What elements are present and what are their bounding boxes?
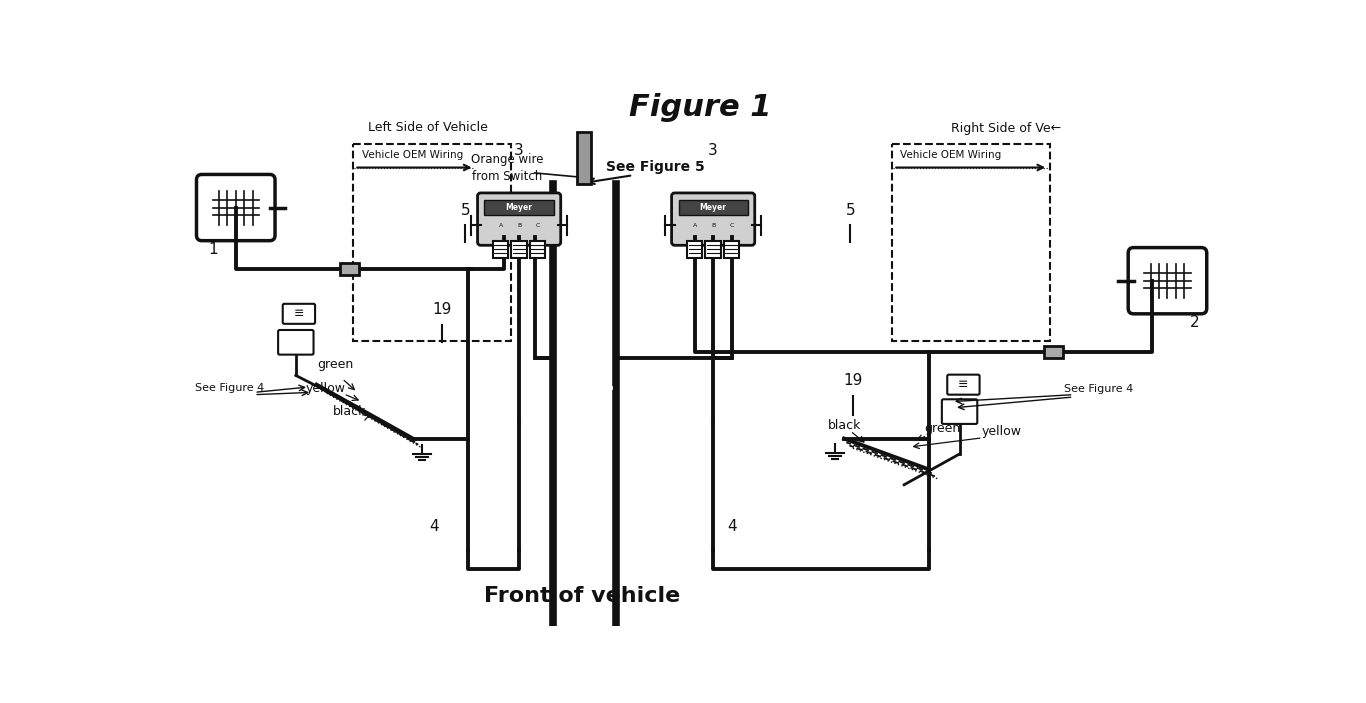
Text: Meyer: Meyer [699, 203, 727, 212]
Text: A: A [693, 223, 697, 228]
FancyBboxPatch shape [279, 330, 314, 354]
Bar [679, 200, 747, 215]
Bar [530, 240, 545, 257]
Bar [511, 240, 527, 257]
Text: 5: 5 [846, 203, 855, 218]
Text: 4: 4 [727, 519, 736, 534]
Text: 4: 4 [430, 519, 440, 534]
FancyBboxPatch shape [672, 193, 755, 245]
Text: green: green [925, 423, 960, 435]
FancyBboxPatch shape [1128, 247, 1206, 314]
Text: Vehicle OEM Wiring: Vehicle OEM Wiring [362, 150, 463, 160]
Bar [892, 144, 1049, 341]
Text: C: C [729, 223, 734, 228]
FancyBboxPatch shape [947, 375, 979, 394]
Bar [485, 200, 553, 215]
Text: Figure 1: Figure 1 [628, 93, 772, 122]
Bar [724, 240, 739, 257]
Text: green: green [318, 358, 354, 370]
Text: B: B [712, 223, 716, 228]
Text: black: black [828, 419, 861, 432]
Bar [1044, 346, 1063, 359]
FancyBboxPatch shape [941, 399, 977, 424]
Text: orange: orange [537, 374, 549, 418]
Text: ≡: ≡ [958, 378, 968, 391]
Text: Vehicle OEM Wiring: Vehicle OEM Wiring [900, 150, 1001, 160]
Text: Left Side of Vehicle: Left Side of Vehicle [369, 120, 488, 134]
Bar [576, 132, 590, 184]
Text: black: black [333, 406, 366, 418]
Bar [705, 240, 721, 257]
Text: yellow: yellow [306, 382, 346, 395]
Text: Right Side of Ve←: Right Side of Ve← [951, 122, 1061, 135]
Text: 19: 19 [433, 302, 452, 317]
Text: See Figure 4: See Figure 4 [195, 383, 264, 393]
Bar [687, 240, 702, 257]
Text: orange: orange [601, 374, 613, 418]
Bar [493, 240, 508, 257]
Text: 19: 19 [844, 373, 863, 387]
Text: Orange wire
from Switch: Orange wire from Switch [470, 153, 544, 183]
Text: C: C [535, 223, 540, 228]
Text: A: A [499, 223, 503, 228]
Text: 1: 1 [208, 242, 217, 257]
Text: 5: 5 [460, 203, 470, 218]
Text: 2: 2 [1190, 315, 1199, 330]
Text: Front of vehicle: Front of vehicle [484, 586, 680, 607]
Text: Meyer: Meyer [505, 203, 533, 212]
Bar [352, 144, 511, 341]
FancyBboxPatch shape [197, 174, 275, 240]
Text: B: B [516, 223, 522, 228]
Text: yellow: yellow [982, 425, 1022, 439]
Text: 3: 3 [709, 143, 719, 158]
Text: 3: 3 [514, 143, 525, 158]
Text: See Figure 4: See Figure 4 [1064, 385, 1132, 394]
FancyBboxPatch shape [283, 304, 316, 324]
Bar [340, 263, 359, 276]
Text: See Figure 5: See Figure 5 [607, 160, 705, 174]
Text: ≡: ≡ [294, 307, 305, 321]
FancyBboxPatch shape [478, 193, 560, 245]
